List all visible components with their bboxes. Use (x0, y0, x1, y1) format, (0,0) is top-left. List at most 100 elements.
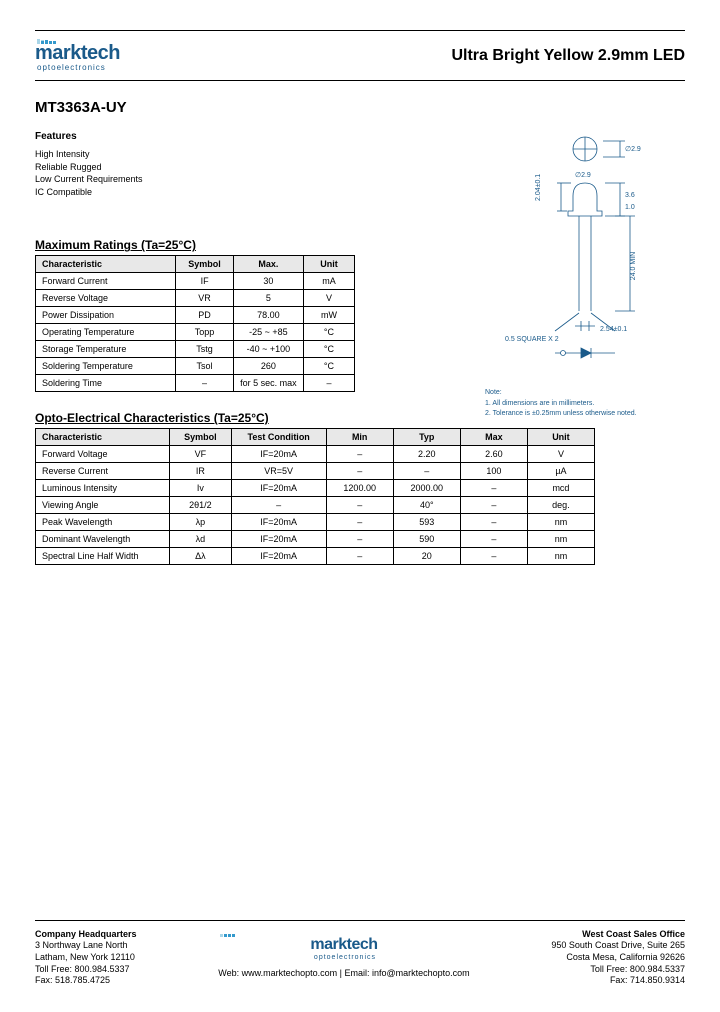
table-cell: IF=20mA (231, 514, 326, 531)
table-cell: °C (303, 341, 354, 358)
table-row: Storage TemperatureTstg-40 ~ +100°C (36, 341, 355, 358)
footer-rule (35, 920, 685, 921)
dim-label: 0.5 SQUARE X 2 (505, 336, 559, 343)
table-cell: Δλ (170, 548, 231, 565)
table-cell: Reverse Voltage (36, 290, 176, 307)
addr-line: Toll Free: 800.984.5337 (590, 964, 685, 974)
addr-line: Toll Free: 800.984.5337 (35, 964, 130, 974)
logo-text: marktech (35, 42, 120, 65)
addr-line: 950 South Coast Drive, Suite 265 (551, 940, 685, 950)
table-cell: Soldering Time (36, 375, 176, 392)
table-cell: Operating Temperature (36, 324, 176, 341)
dim-label: 3.6 (625, 192, 635, 199)
addr-line: Costa Mesa, California 92626 (566, 952, 685, 962)
table-cell: PD (176, 307, 233, 324)
table-row: Soldering Time–for 5 sec. max– (36, 375, 355, 392)
diagram-notes: Note: 1. All dimensions are in millimete… (485, 388, 685, 420)
ratings-heading: Maximum Ratings (Ta=25°C) (35, 238, 465, 252)
table-cell: – (326, 514, 393, 531)
table-cell: VR=5V (231, 463, 326, 480)
footer-left: Company Headquarters 3 Northway Lane Nor… (35, 929, 137, 987)
table-cell: – (460, 531, 527, 548)
addr-line: Fax: 714.850.9314 (610, 975, 685, 985)
main-area: Features High Intensity Reliable Rugged … (35, 131, 685, 411)
note-item: 1. All dimensions are in millimeters. (485, 399, 685, 410)
footer: Company Headquarters 3 Northway Lane Nor… (35, 920, 685, 987)
table-cell: 40° (393, 497, 460, 514)
table-cell: °C (303, 324, 354, 341)
table-cell: 5 (233, 290, 303, 307)
table-cell: – (303, 375, 354, 392)
table-cell: V (527, 446, 594, 463)
wc-heading: West Coast Sales Office (582, 929, 685, 939)
dim-label: 2.54±0.1 (600, 326, 627, 333)
header: marktech optoelectronics Ultra Bright Ye… (35, 39, 685, 72)
features-heading: Features (35, 131, 465, 142)
table-header: Typ (393, 429, 460, 446)
table-cell: 593 (393, 514, 460, 531)
top-rule (35, 30, 685, 31)
table-cell: IF=20mA (231, 531, 326, 548)
table-row: Luminous IntensityIvIF=20mA1200.002000.0… (36, 480, 595, 497)
table-cell: IF (176, 273, 233, 290)
table-cell: – (326, 531, 393, 548)
table-row: Peak WavelengthλpIF=20mA–593–nm (36, 514, 595, 531)
table-cell: Tsol (176, 358, 233, 375)
table-cell: nm (527, 514, 594, 531)
footer-logo-sub: optoelectronics (220, 953, 469, 962)
part-number: MT3363A-UY (35, 99, 685, 116)
feature-item: High Intensity (35, 148, 465, 161)
dim-label: 1.0 (625, 204, 635, 211)
table-cell: – (393, 463, 460, 480)
addr-line: 3 Northway Lane North (35, 940, 128, 950)
footer-content: Company Headquarters 3 Northway Lane Nor… (35, 929, 685, 987)
table-cell: – (460, 497, 527, 514)
table-header: Min (326, 429, 393, 446)
table-cell: Soldering Temperature (36, 358, 176, 375)
table-row: Spectral Line Half WidthΔλIF=20mA–20–nm (36, 548, 595, 565)
table-cell: Luminous Intensity (36, 480, 170, 497)
feature-item: Low Current Requirements (35, 173, 465, 186)
table-cell: mcd (527, 480, 594, 497)
table-header: Symbol (176, 256, 233, 273)
table-cell: IF=20mA (231, 446, 326, 463)
footer-right: West Coast Sales Office 950 South Coast … (551, 929, 685, 987)
table-cell: for 5 sec. max (233, 375, 303, 392)
ratings-table: CharacteristicSymbolMax.Unit Forward Cur… (35, 255, 355, 392)
header-rule (35, 80, 685, 81)
table-cell: – (326, 548, 393, 565)
opto-table: CharacteristicSymbolTest ConditionMinTyp… (35, 428, 595, 565)
table-cell: °C (303, 358, 354, 375)
table-cell: 2000.00 (393, 480, 460, 497)
table-cell: – (460, 514, 527, 531)
table-cell: 1200.00 (326, 480, 393, 497)
table-cell: Iv (170, 480, 231, 497)
table-header: Unit (303, 256, 354, 273)
features-list: High Intensity Reliable Rugged Low Curre… (35, 148, 465, 198)
table-cell: – (326, 463, 393, 480)
table-cell: VR (176, 290, 233, 307)
table-cell: – (176, 375, 233, 392)
table-cell: Peak Wavelength (36, 514, 170, 531)
table-cell: Reverse Current (36, 463, 170, 480)
package-diagram: ∅2.9 ∅2.9 3.6 1.0 2.04±0.1 24.0 MIN 2.54… (485, 131, 685, 411)
web-contact: Web: www.marktechopto.com | Email: info@… (218, 968, 469, 980)
left-column: Features High Intensity Reliable Rugged … (35, 131, 465, 411)
table-cell: λp (170, 514, 231, 531)
table-cell: Power Dissipation (36, 307, 176, 324)
table-header: Unit (527, 429, 594, 446)
table-cell: deg. (527, 497, 594, 514)
footer-logo-text: marktech (218, 935, 469, 956)
dim-label: 2.04±0.1 (535, 174, 542, 201)
table-row: Dominant WavelengthλdIF=20mA–590–nm (36, 531, 595, 548)
table-cell: 2.20 (393, 446, 460, 463)
logo-subtext: optoelectronics (37, 63, 120, 72)
table-cell: VF (170, 446, 231, 463)
table-header: Max (460, 429, 527, 446)
table-cell: 2.60 (460, 446, 527, 463)
table-row: Forward VoltageVFIF=20mA–2.202.60V (36, 446, 595, 463)
table-row: Reverse VoltageVR5V (36, 290, 355, 307)
feature-item: Reliable Rugged (35, 161, 465, 174)
table-cell: -40 ~ +100 (233, 341, 303, 358)
table-cell: µA (527, 463, 594, 480)
